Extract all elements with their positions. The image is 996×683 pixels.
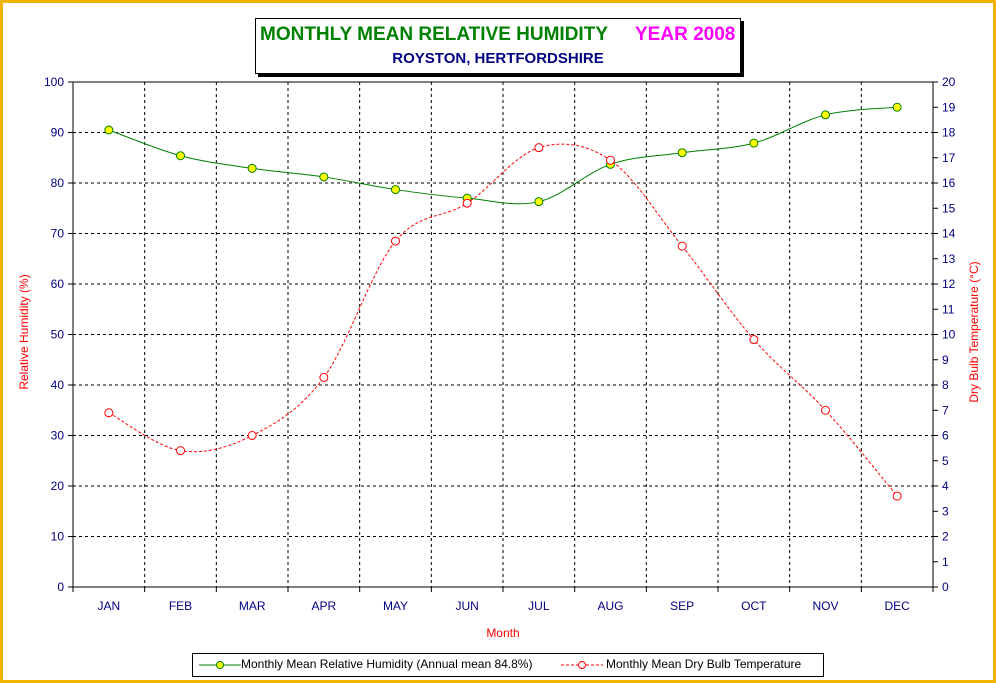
left-tick-label: 30	[51, 429, 65, 443]
humidity-point	[176, 151, 185, 161]
temperature-point	[319, 372, 329, 382]
right-tick-label: 1	[942, 555, 949, 569]
humidity-series-line	[108, 106, 898, 205]
legend-temperature-swatch	[561, 661, 603, 669]
left-axis-label: Relative Humidity (%)	[17, 274, 31, 389]
right-tick-label: 16	[942, 176, 956, 190]
temperature-point	[892, 491, 902, 501]
left-tick-label: 0	[57, 580, 64, 594]
left-tick-label: 90	[51, 126, 65, 140]
left-tick-label: 50	[51, 328, 65, 342]
right-tick-label: 13	[942, 252, 956, 266]
chart-title: MONTHLY MEAN RELATIVE HUMIDITY	[260, 24, 608, 45]
temperature-point	[749, 335, 759, 345]
legend: Monthly Mean Relative Humidity (Annual m…	[192, 653, 824, 677]
temperature-point	[176, 446, 185, 456]
humidity-point	[749, 138, 759, 148]
humidity-point	[104, 125, 114, 135]
x-axis-label: Month	[486, 626, 519, 640]
temperature-point	[462, 198, 472, 208]
right-tick-label: 8	[942, 378, 949, 392]
humidity-point	[391, 185, 400, 195]
right-tick-label: 5	[942, 454, 949, 468]
humidity-point	[677, 148, 687, 158]
x-tick-label: DEC	[884, 599, 910, 613]
temperature-point	[247, 431, 257, 440]
x-tick-label: FEB	[169, 599, 192, 613]
x-tick-label: APR	[311, 599, 336, 613]
right-tick-label: 6	[942, 429, 949, 443]
left-tick-label: 60	[51, 277, 65, 291]
right-tick-label: 2	[942, 530, 949, 544]
x-tick-label: AUG	[597, 599, 623, 613]
left-tick-label: 70	[51, 227, 65, 241]
legend-temperature-label: Monthly Mean Dry Bulb Temperature	[606, 657, 802, 671]
left-tick-label: 10	[51, 530, 65, 544]
right-tick-label: 10	[942, 328, 956, 342]
x-axis-ticks: JAN FEB MAR APR MAY JUN JUL AUG SEP OCT NOV DEC	[72, 587, 934, 613]
humidity-point	[319, 172, 329, 182]
left-tick-label: 80	[51, 176, 65, 190]
right-tick-label: 15	[942, 201, 956, 215]
right-tick-label: 18	[942, 126, 956, 140]
right-tick-label: 14	[942, 227, 956, 241]
right-tick-label: 12	[942, 277, 956, 291]
x-tick-label: SEP	[670, 599, 694, 613]
right-tick-label: 20	[942, 75, 956, 89]
humidity-point	[821, 110, 830, 120]
temperature-point	[606, 155, 615, 165]
left-tick-label: 20	[51, 479, 65, 493]
temperature-point	[821, 405, 830, 415]
x-tick-label: JAN	[97, 599, 120, 613]
temperature-point	[677, 241, 687, 251]
chart-title-box: MONTHLY MEAN RELATIVE HUMIDITY YEAR 2008…	[255, 18, 741, 74]
right-tick-label: 3	[942, 504, 949, 518]
humidity-point	[892, 102, 902, 112]
right-tick-label: 19	[942, 100, 956, 114]
right-tick-label: 0	[942, 580, 949, 594]
humidity-point	[534, 197, 544, 207]
x-tick-label: JUN	[455, 599, 478, 613]
temperature-point	[104, 408, 114, 418]
right-tick-label: 4	[942, 479, 949, 493]
chart-subtitle: ROYSTON, HERTFORDSHIRE	[392, 50, 604, 67]
x-tick-label: NOV	[812, 599, 838, 613]
left-tick-label: 100	[44, 75, 64, 89]
grid-lines	[73, 82, 933, 587]
series-layer	[104, 102, 902, 501]
chart-year: YEAR 2008	[635, 24, 736, 45]
x-tick-label: OCT	[741, 599, 767, 613]
temperature-point	[534, 143, 544, 153]
x-tick-label: JUL	[528, 599, 550, 613]
legend-humidity-swatch	[199, 661, 241, 669]
left-axis-ticks: 0 10 20 30 40 50 60 70 80 90 100	[44, 75, 73, 594]
legend-humidity-label: Monthly Mean Relative Humidity (Annual m…	[241, 657, 533, 671]
right-axis-label: Dry Bulb Temperature (°C)	[967, 261, 981, 402]
x-tick-label: MAR	[239, 599, 266, 613]
x-tick-label: MAY	[383, 599, 408, 613]
right-tick-label: 9	[942, 353, 949, 367]
temperature-point	[391, 236, 400, 246]
right-tick-label: 11	[942, 302, 955, 316]
right-tick-label: 17	[942, 151, 956, 165]
left-tick-label: 40	[51, 378, 65, 392]
right-tick-label: 7	[942, 403, 949, 417]
humidity-point	[247, 163, 257, 173]
